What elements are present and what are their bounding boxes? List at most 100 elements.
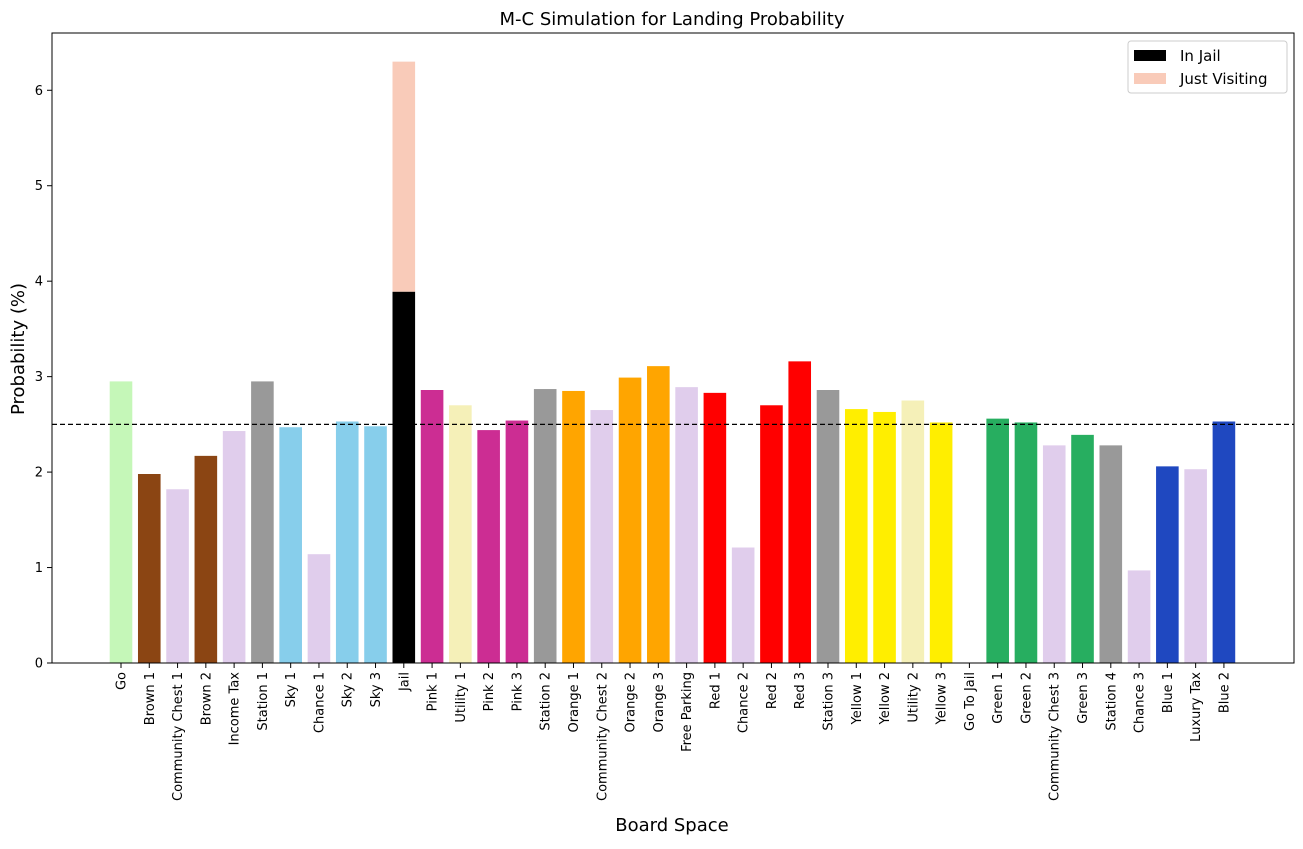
bar-brown-2 [194, 455, 218, 663]
x-tick-label: Green 2 [1019, 672, 1034, 724]
y-axis: 0 1 2 3 4 5 6 [35, 84, 52, 672]
bar-green-1 [986, 418, 1009, 663]
y-tick-label: 4 [35, 275, 43, 290]
x-tick-label: Go [115, 672, 130, 690]
x-tick-label: Pink 2 [482, 672, 497, 711]
bar-free-parking [675, 387, 698, 663]
chart-title: M-C Simulation for Landing Probability [500, 9, 845, 30]
bar-pink-2 [477, 430, 500, 663]
x-tick-label: Red 3 [793, 672, 808, 709]
x-axis-title: Board Space [615, 815, 728, 836]
bar-blue-2 [1212, 421, 1236, 663]
bar-red-2 [760, 405, 783, 663]
x-tick-label: Station 3 [822, 672, 837, 731]
bar-green-3 [1071, 434, 1094, 663]
plot-frame [51, 32, 1295, 664]
x-tick-label: Chance 1 [312, 672, 327, 733]
bar-sky-3 [364, 426, 387, 663]
bar-green-2 [1014, 422, 1038, 663]
y-axis-title: Probability (%) [8, 283, 29, 415]
x-tick-label: Blue 1 [1161, 672, 1176, 713]
legend-label: In Jail [1180, 47, 1221, 65]
legend-label: Just Visiting [1179, 70, 1268, 88]
y-tick-label: 2 [35, 466, 43, 481]
bar-yellow-3 [929, 422, 953, 663]
x-tick-label: Free Parking [680, 672, 695, 752]
bar-community-chest-1 [166, 489, 189, 663]
x-tick-label: Chance 2 [737, 672, 752, 733]
x-tick-label: Green 3 [1076, 672, 1091, 724]
bar-red-3 [788, 361, 812, 663]
x-tick-label: Blue 2 [1217, 672, 1232, 713]
x-tick-label: Pink 1 [426, 672, 441, 711]
x-tick-label: Yellow 3 [935, 672, 950, 725]
bar-station-3 [816, 390, 840, 663]
x-tick-label: Income Tax [228, 672, 243, 746]
x-tick-label: Orange 2 [624, 672, 639, 732]
y-tick-label: 0 [35, 657, 43, 672]
bar-orange-3 [647, 366, 670, 663]
bar-brown-1 [137, 474, 161, 663]
x-tick-label: Station 1 [256, 672, 271, 731]
x-tick-label: Luxury Tax [1189, 672, 1204, 742]
bar-orange-2 [618, 377, 642, 663]
bar-chance-3 [1127, 570, 1151, 663]
x-axis: Go Brown 1 Community Chest 1 Brown 2 Income … [115, 663, 1232, 801]
bar-red-1 [703, 392, 727, 663]
x-tick-label: Pink 3 [510, 672, 525, 711]
legend-swatch [1134, 50, 1166, 61]
bar-utility-2 [901, 400, 925, 663]
y-tick-label: 5 [35, 179, 43, 194]
bar-blue-1 [1156, 466, 1179, 663]
bar-sky-2 [335, 421, 359, 663]
x-tick-label: Chance 3 [1133, 672, 1148, 733]
legend: In Jail Just Visiting [1127, 40, 1288, 94]
bar-income-tax [222, 431, 246, 663]
bar-station-2 [533, 389, 557, 663]
bar-utility-1 [449, 405, 472, 663]
bars-group [109, 61, 1236, 663]
x-tick-label: Utility 2 [906, 672, 921, 723]
bar-community-chest-2 [590, 410, 614, 663]
bar-sky-1 [279, 427, 302, 663]
x-tick-label: Jail [397, 672, 412, 692]
x-tick-label: Community Chest 3 [1048, 672, 1063, 801]
y-tick-label: 1 [35, 561, 43, 576]
x-tick-label: Station 2 [539, 672, 554, 731]
bar-jail [392, 291, 416, 663]
x-tick-label: Utility 1 [454, 672, 469, 723]
bar-chance-1 [307, 554, 331, 663]
bar-just-visiting [392, 61, 416, 292]
x-tick-label: Red 1 [708, 672, 723, 709]
x-tick-label: Sky 2 [341, 672, 356, 707]
x-tick-label: Yellow 1 [850, 672, 865, 725]
x-tick-label: Red 2 [765, 672, 780, 709]
x-tick-label: Orange 3 [652, 672, 667, 732]
bar-pink-1 [420, 390, 444, 663]
x-tick-label: Community Chest 2 [595, 672, 610, 801]
bar-pink-3 [505, 420, 529, 663]
y-tick-label: 3 [35, 370, 43, 385]
bar-yellow-2 [873, 411, 896, 663]
x-tick-label: Station 4 [1104, 672, 1119, 731]
x-tick-label: Sky 3 [369, 672, 384, 707]
bar-station-1 [251, 381, 274, 663]
legend-box [1127, 40, 1288, 94]
bar-station-4 [1099, 445, 1123, 663]
bar-chance-2 [731, 547, 755, 663]
x-tick-label: Green 1 [991, 672, 1006, 724]
bar-luxury-tax [1184, 469, 1207, 663]
x-tick-label: Yellow 2 [878, 672, 893, 725]
bar-yellow-1 [844, 409, 868, 663]
bar-orange-1 [562, 390, 585, 663]
x-tick-label: Go To Jail [963, 672, 978, 731]
bar-community-chest-3 [1042, 445, 1066, 663]
legend-swatch [1134, 73, 1166, 84]
x-tick-label: Brown 2 [199, 672, 214, 725]
x-tick-label: Community Chest 1 [171, 672, 186, 801]
x-tick-label: Sky 1 [284, 672, 299, 707]
x-tick-label: Orange 1 [567, 672, 582, 732]
y-tick-label: 6 [35, 84, 43, 99]
